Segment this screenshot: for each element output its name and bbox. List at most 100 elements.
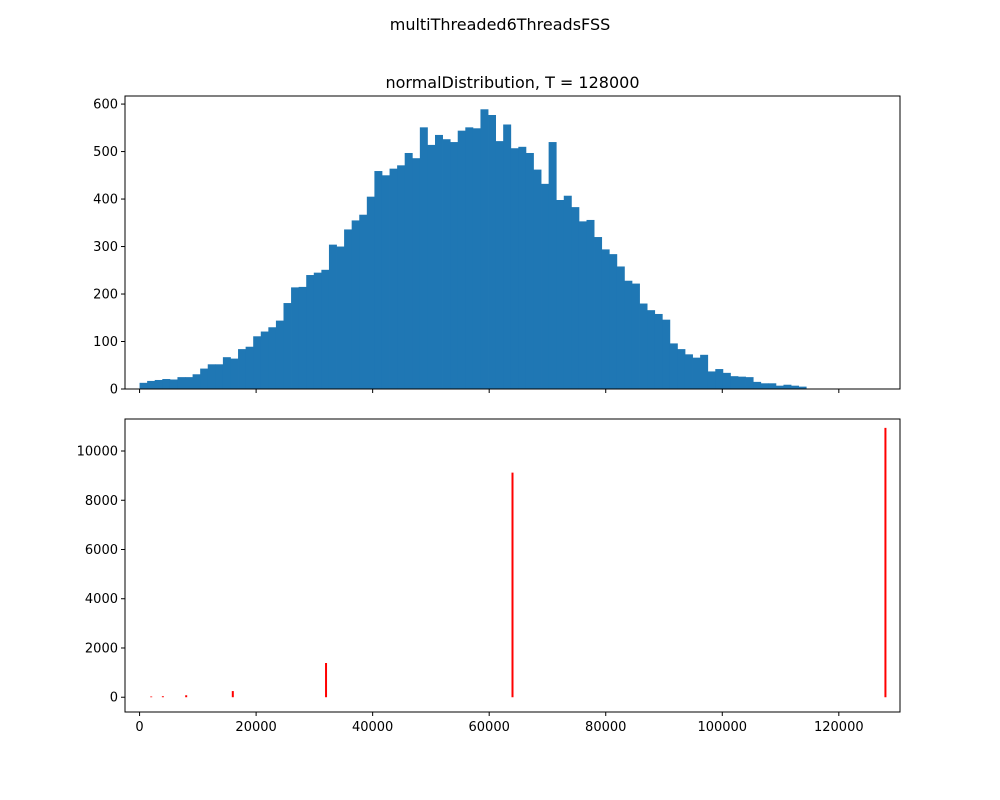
histogram-bar <box>563 195 572 389</box>
histogram-bar <box>601 249 610 389</box>
histogram-bar <box>768 383 777 389</box>
histogram-bar <box>684 354 693 389</box>
vlines-xtick-label: 40000 <box>352 720 393 735</box>
histogram-bar <box>366 196 375 389</box>
histogram-bar <box>631 283 640 389</box>
histogram-bar <box>238 349 247 389</box>
histogram-bar <box>639 303 648 389</box>
histogram-title: normalDistribution, T = 128000 <box>385 73 639 92</box>
histogram-bar <box>139 382 148 389</box>
histogram-bar <box>700 354 709 389</box>
histogram-bar <box>677 349 686 389</box>
histogram-bar <box>427 144 436 389</box>
histogram-bar <box>654 313 663 389</box>
histogram-bar <box>525 152 534 389</box>
histogram-bar <box>200 368 209 389</box>
histogram-bar <box>313 272 322 389</box>
histogram-ytick-label: 200 <box>93 288 118 303</box>
vlines-xtick-label: 60000 <box>469 720 510 735</box>
histogram-bar <box>488 114 497 389</box>
histogram-bar <box>328 244 337 389</box>
histogram-bar <box>745 377 754 389</box>
vlines-y-axis: 0 2000 4000 6000 8000 10000 <box>77 445 125 706</box>
histogram-bar <box>495 141 504 389</box>
histogram-bar <box>503 124 512 389</box>
histogram-bar <box>359 214 368 389</box>
histogram-bar <box>192 374 201 389</box>
histogram-bars <box>139 109 807 389</box>
histogram-ytick-label: 300 <box>93 240 118 255</box>
histogram-bar <box>472 128 481 389</box>
vlines-xtick-label: 120000 <box>814 720 864 735</box>
histogram-bar <box>298 286 307 389</box>
histogram-ytick-label: 400 <box>93 193 118 208</box>
vlines-ytick-label: 6000 <box>85 543 118 558</box>
histogram-ytick-label: 100 <box>93 335 118 350</box>
histogram-bar <box>571 207 580 389</box>
vlines-ytick-label: 10000 <box>77 445 118 460</box>
histogram-bar <box>207 364 216 389</box>
histogram-bar <box>791 385 800 389</box>
histogram-bar <box>457 130 466 389</box>
histogram-bar <box>624 280 633 389</box>
histogram-ytick-label: 600 <box>93 98 118 113</box>
histogram-ytick-label: 500 <box>93 145 118 160</box>
histogram-bar <box>510 148 519 389</box>
figure-title: multiThreaded6ThreadsFSS <box>390 15 611 34</box>
histogram-bar <box>147 380 156 389</box>
histogram-bar <box>215 364 224 389</box>
histogram-bar <box>374 171 383 389</box>
histogram-bar <box>154 379 163 389</box>
histogram-bar <box>291 287 300 389</box>
histogram-bar <box>586 219 595 389</box>
histogram-bar <box>798 386 807 389</box>
histogram-bar <box>185 377 193 389</box>
histogram-bar <box>275 320 284 389</box>
histogram-bar <box>442 139 451 389</box>
histogram-bar <box>344 229 353 389</box>
histogram-bar <box>321 269 330 389</box>
histogram-bar <box>389 168 398 389</box>
vlines-xtick-label: 80000 <box>585 720 626 735</box>
histogram-bar <box>465 127 474 389</box>
histogram-bar <box>692 357 701 389</box>
histogram-bar <box>450 142 459 389</box>
histogram-bar <box>336 246 345 389</box>
histogram-bar <box>722 372 731 389</box>
histogram-bar <box>268 327 277 389</box>
histogram-frame <box>124 95 901 390</box>
histogram-bar <box>283 303 292 389</box>
histogram-bar <box>556 199 565 389</box>
histogram-bar <box>397 165 406 389</box>
histogram-bar <box>404 152 413 389</box>
histogram-y-axis: 0 100 200 300 400 500 600 <box>93 98 125 398</box>
vlines-xtick-label: 0 <box>135 720 143 735</box>
histogram-bar <box>480 109 489 389</box>
histogram-bar <box>715 369 724 389</box>
vlines-ytick-label: 4000 <box>85 592 118 607</box>
histogram-bar <box>594 237 603 389</box>
vlines-ytick-label: 2000 <box>85 641 118 656</box>
histogram-bar <box>177 377 186 389</box>
vlines-ytick-label: 8000 <box>85 494 118 509</box>
vlines-axes: 0 2000 4000 6000 8000 10000 0 20000 40000 60000 8… <box>77 418 901 735</box>
histogram-bar <box>541 183 550 389</box>
histogram-bar <box>162 379 171 389</box>
histogram-bar <box>753 381 762 389</box>
histogram-bar <box>616 266 625 389</box>
histogram-bar <box>738 376 746 389</box>
histogram-bar <box>381 175 390 389</box>
histogram-bar <box>169 379 178 389</box>
histogram-bar <box>533 169 542 389</box>
histogram-bar <box>609 254 618 389</box>
histogram-bar <box>775 385 784 389</box>
histogram-ytick-label: 0 <box>110 383 118 398</box>
histogram-bar <box>548 142 557 389</box>
histogram-bar <box>230 358 239 389</box>
histogram-bar <box>245 346 254 389</box>
histogram-bar <box>260 331 269 389</box>
histogram-bar <box>783 384 792 389</box>
histogram-bar <box>669 343 678 389</box>
vlines-xtick-label: 20000 <box>235 720 276 735</box>
